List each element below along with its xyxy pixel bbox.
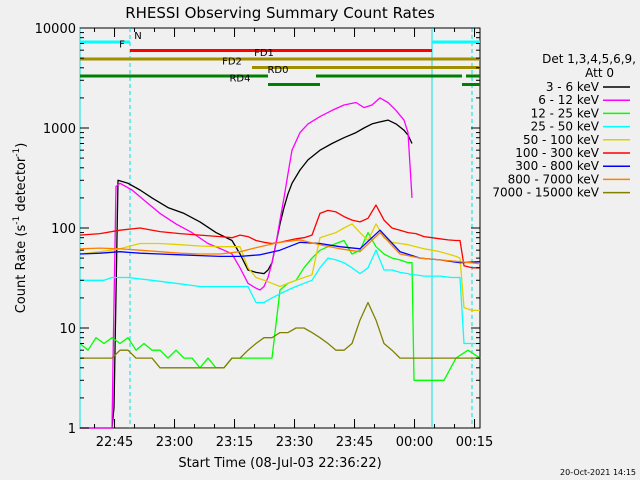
y-axis-label-part: detector: [14, 156, 29, 216]
flag-label-rd4: RD4: [229, 74, 250, 85]
series-line-8: [80, 301, 480, 369]
x-tick-label: 00:15: [456, 435, 493, 450]
count-rate-series: [79, 97, 481, 429]
legend-label: 7000 - 15000 keV: [492, 186, 599, 200]
legend-label: 300 - 800 keV: [515, 159, 599, 173]
observing-flags: NF FD1 FD2 RD0 RD4: [80, 31, 480, 86]
legend-label: 25 - 50 keV: [531, 120, 600, 134]
flag-label-fd2: FD2: [222, 57, 242, 68]
series-line-1: [80, 97, 413, 429]
series-line-4: [79, 223, 480, 312]
series-line-6: [79, 229, 481, 264]
x-axis-label: Start Time (08-Jul-03 22:36:22): [178, 456, 381, 471]
flag-label-rd0: RD0: [267, 65, 288, 76]
flag-label-n: N: [134, 31, 141, 42]
y-tick-label: 1: [68, 422, 76, 437]
y-tick-label: 10: [59, 322, 76, 337]
x-axis-ticks: 22:45 23:00 23:15 23:30 23:45 00:00 00:15: [94, 28, 493, 450]
x-tick-label: 22:45: [96, 435, 133, 450]
y-tick-label: 1000: [43, 122, 76, 137]
flag-label-f: F: [119, 40, 125, 51]
legend-label: 3 - 6 keV: [546, 80, 600, 94]
render-timestamp: 20-Oct-2021 14:15: [560, 468, 636, 477]
y-axis-label-exponent: -1: [12, 148, 22, 157]
x-tick-label: 23:15: [216, 435, 253, 450]
y-tick-label: 10000: [35, 22, 76, 37]
legend-label: 100 - 300 keV: [515, 146, 599, 160]
x-tick-label: 23:30: [276, 435, 313, 450]
legend-label: 800 - 7000 keV: [508, 172, 600, 186]
series-line-2: [79, 231, 481, 381]
x-tick-label: 00:00: [396, 435, 433, 450]
y-axis-label-exponent: -1: [12, 216, 22, 225]
series-line-3: [80, 249, 480, 345]
y-axis-label-part: Count Rate (s: [14, 225, 29, 314]
legend-label: 12 - 25 keV: [531, 106, 600, 120]
legend-title-line: Att 0: [585, 66, 614, 80]
y-axis-label-part: ): [14, 143, 29, 148]
y-tick-label: 100: [51, 222, 76, 237]
x-tick-label: 23:00: [156, 435, 193, 450]
series-line-5: [79, 204, 480, 269]
y-axis-label: Count Rate (s-1 detector-1): [12, 143, 29, 314]
legend-label: 50 - 100 keV: [523, 133, 600, 147]
y-axis-ticks: 1 10 100 1000 10000: [35, 22, 480, 437]
chart-title: RHESSI Observing Summary Count Rates: [125, 4, 435, 22]
flag-label-fd1: FD1: [254, 48, 274, 59]
legend-label: 6 - 12 keV: [538, 93, 600, 107]
legend-title-line: Det 1,3,4,5,6,9,: [542, 52, 636, 66]
x-tick-label: 23:45: [336, 435, 373, 450]
series-line-7: [79, 231, 481, 265]
